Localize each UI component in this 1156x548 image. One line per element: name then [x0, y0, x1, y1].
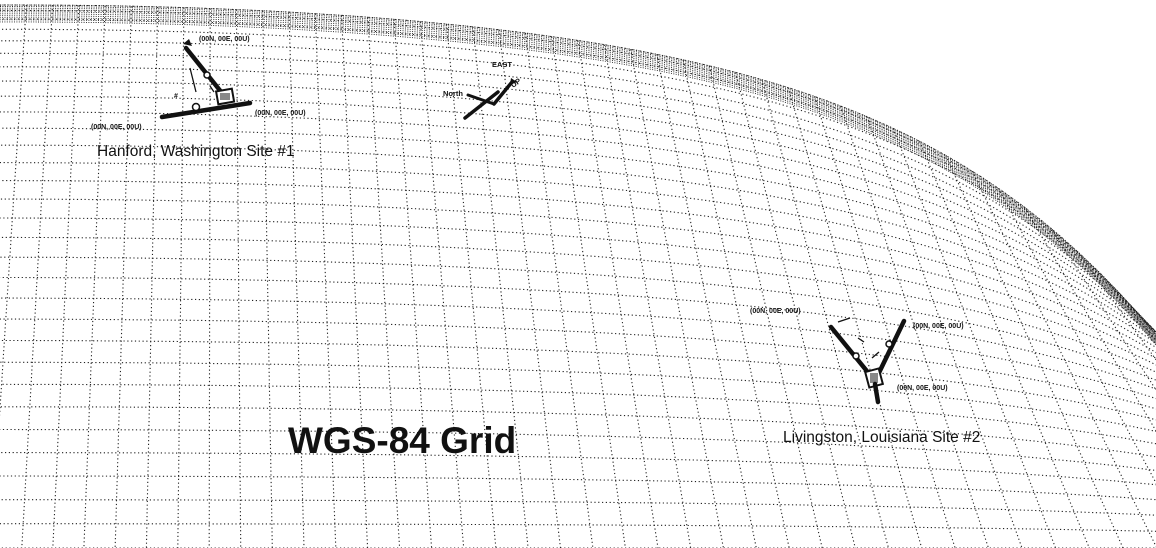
livingston-coord-label-2: (00N, 00E, 00U) [913, 323, 964, 330]
grid-line [0, 217, 1156, 366]
grid-line [446, 24, 497, 548]
grid-line [813, 96, 956, 548]
grid-line [0, 256, 1156, 381]
grid-line [262, 10, 273, 548]
grid-line [0, 475, 1156, 501]
grid-line [0, 80, 1156, 334]
hanford-coord-label-1: (00N, 00E, 00U) [199, 36, 250, 43]
livingston-coord-label-1: (00N, 00E, 00U) [750, 308, 801, 315]
grid-line [0, 452, 1156, 486]
grid-line [603, 44, 692, 548]
grid-line [0, 4, 1156, 336]
hanford-coord-label-3: (00N, 00E, 00U) [255, 110, 306, 117]
local-axes-indicator: EAST North UP [443, 60, 523, 120]
grid-line [971, 170, 1156, 548]
grid-line [0, 9, 1156, 336]
grid-line [682, 59, 790, 548]
horizon-band-line [0, 4, 1156, 336]
grid-title: WGS-84 Grid [288, 420, 516, 461]
horizon-band-line [0, 11, 1156, 341]
grid-line [0, 127, 1156, 341]
horizon-band-line [0, 13, 1156, 342]
grid-line [787, 87, 923, 548]
grid-line [83, 5, 106, 548]
grid-line [498, 29, 562, 548]
livingston-coord-label-3: (00N, 00E, 00U) [897, 385, 948, 392]
grid-line [177, 7, 185, 548]
grid-line [708, 65, 823, 548]
grid-line [114, 6, 132, 548]
horizon-band-line [0, 19, 1156, 345]
grid-line [551, 36, 626, 548]
grid-line [235, 9, 242, 548]
axis-east-label: EAST [492, 60, 512, 69]
grid-line [1103, 276, 1156, 342]
grid-line [0, 180, 1156, 354]
horizon-band-line [0, 7, 1156, 338]
grid-line [0, 66, 1156, 333]
grid-line [0, 95, 1156, 336]
grid-line [314, 13, 337, 548]
grid-line [0, 40, 1156, 333]
grid-line [0, 276, 1156, 390]
horizon-band-line [0, 9, 1156, 340]
grid-line [524, 33, 594, 548]
horizon-band-line [0, 6, 1156, 337]
grid-line [918, 141, 1090, 548]
grid-line [419, 21, 465, 548]
hanford-site-label: Hanford, Washington Site #1 [97, 143, 295, 160]
axis-north-label: North [443, 89, 463, 98]
grid-line [0, 28, 1156, 334]
grid-line [761, 79, 890, 548]
grid-line [0, 523, 1156, 532]
grid-line [393, 19, 433, 548]
grid-line [145, 6, 159, 548]
grid-line [0, 144, 1156, 344]
grid-line [288, 12, 305, 548]
grid-line [656, 54, 757, 548]
grid-line [945, 155, 1124, 548]
grid-line [367, 17, 401, 548]
grid-line [0, 4, 27, 417]
grid-line [52, 5, 80, 548]
livingston-site-label: Livingston, Louisiana Site #2 [783, 429, 980, 446]
wgs84-grid-lines [0, 4, 1156, 548]
livingston-site: (00N, 00E, 00U) (00N, 00E, 00U) (00N, 00… [750, 308, 980, 446]
grid-line [577, 40, 659, 548]
grid-line [0, 428, 1156, 472]
grid-line [340, 15, 369, 548]
hanford-site: # (00N, 00E, 00U) (00N, 00E, 00U) (00N, … [91, 36, 306, 160]
grid-line [0, 162, 1156, 349]
horizon-band-line [0, 17, 1156, 344]
grid-line [208, 8, 211, 548]
grid-line [0, 499, 1156, 516]
horizon-band-line [0, 21, 1156, 346]
hanford-coord-label-2: (00N, 00E, 00U) [91, 124, 142, 131]
grid-line [0, 297, 1156, 400]
grid-line [866, 116, 1023, 548]
horizon-band-line [0, 15, 1156, 343]
grid-line [997, 188, 1156, 485]
grid-line [892, 128, 1057, 548]
grid-line [21, 5, 54, 548]
grid-line [0, 383, 1156, 445]
livingston-interferometer-icon [828, 317, 907, 405]
hanford-interferometer-icon: # [159, 39, 253, 120]
svg-text:#: # [174, 93, 178, 100]
grid-line [840, 105, 990, 548]
grid-line [0, 406, 1156, 458]
grid-line [0, 198, 1156, 359]
grid-line [0, 318, 1156, 410]
grid-line [1024, 207, 1156, 432]
grid-line [472, 26, 529, 548]
